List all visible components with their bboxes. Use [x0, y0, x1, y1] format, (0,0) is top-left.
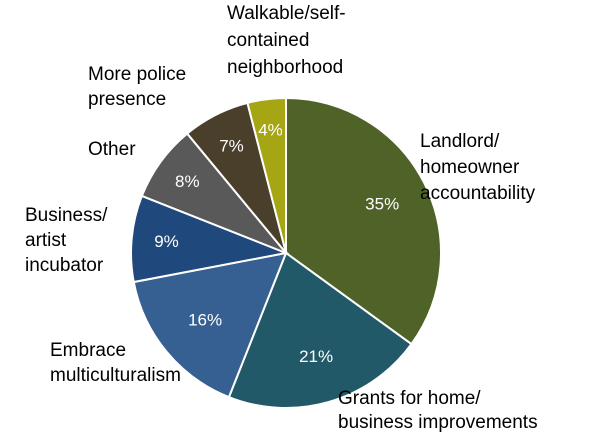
slice-percentage-label: 9% [154, 232, 179, 251]
category-label-line: incubator [25, 255, 104, 276]
category-label-line: Grants for home/ [338, 388, 481, 409]
pie-slices [130, 96, 442, 409]
slice-category-label: Other [88, 139, 136, 160]
pie-slice [132, 251, 288, 399]
slice-category-label: Landlord/homeowner accountability [420, 131, 536, 204]
slice-category-label: Embrace multiculturalism [50, 340, 181, 386]
slice-percentage-label: 16% [188, 310, 222, 329]
slice-percentage-label: 8% [175, 172, 200, 191]
category-label-line: neighborhood [227, 57, 343, 78]
category-label-line: artist [25, 230, 67, 251]
slice-percentage-label: 35% [365, 195, 399, 214]
category-label-line: Business/ [25, 205, 108, 226]
pie-slice [227, 251, 413, 409]
percentage-labels: 35% 21% 16% 9% 8% 7% 4% [154, 121, 399, 367]
category-label-line: contained [227, 30, 309, 51]
slice-category-label: Grants for home/business improvements [338, 388, 538, 433]
slice-category-label: More police presence [88, 64, 186, 110]
category-label-line: Other [88, 139, 136, 160]
category-label-line: More police [88, 64, 186, 85]
category-label-line: Landlord/ [420, 131, 500, 152]
pie-slice [246, 96, 287, 254]
category-label-line: Embrace [50, 340, 126, 361]
slice-percentage-label: 4% [258, 121, 283, 140]
slice-category-label: Walkable/self-contained neighborhood [227, 3, 346, 78]
slice-percentage-label: 21% [299, 347, 333, 366]
category-label-line: Walkable/self- [227, 3, 346, 24]
pie-slice [285, 96, 442, 346]
pie-slice [130, 194, 290, 284]
slice-category-label: Business/artist incubator [25, 205, 108, 276]
category-label-line: business improvements [338, 412, 538, 433]
category-label-line: homeowner [420, 157, 520, 178]
category-label-line: accountability [420, 183, 536, 204]
category-label-line: multiculturalism [50, 365, 181, 386]
category-label-line: presence [88, 89, 166, 110]
category-labels: Landlord/homeowner accountability Grants f… [25, 3, 538, 433]
slice-percentage-label: 7% [219, 137, 244, 156]
